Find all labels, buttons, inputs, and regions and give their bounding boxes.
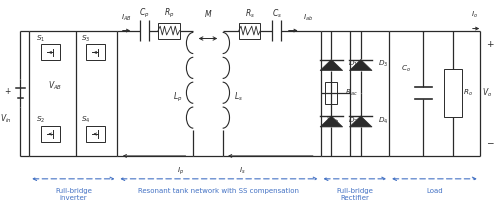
- Text: $L_s$: $L_s$: [234, 91, 243, 103]
- Text: $I_{ab}$: $I_{ab}$: [304, 12, 314, 23]
- Text: $-$: $-$: [486, 137, 495, 146]
- Text: $+$: $+$: [4, 86, 12, 96]
- Text: Resonant tank network with SS compensation: Resonant tank network with SS compensati…: [138, 188, 300, 194]
- Text: $V_{in}$: $V_{in}$: [0, 113, 12, 125]
- Text: $R_p$: $R_p$: [164, 7, 174, 20]
- Text: $S_2$: $S_2$: [36, 115, 45, 125]
- Text: $I_{AB}$: $I_{AB}$: [120, 12, 132, 23]
- Text: Full-bridge
Rectifier: Full-bridge Rectifier: [336, 188, 374, 201]
- Polygon shape: [320, 60, 342, 71]
- Text: $D_1$: $D_1$: [348, 59, 358, 69]
- Text: $D_2$: $D_2$: [348, 115, 358, 126]
- Polygon shape: [320, 116, 342, 127]
- Text: $L_p$: $L_p$: [173, 91, 182, 104]
- Text: Load: Load: [426, 188, 442, 194]
- Bar: [444, 69, 462, 117]
- Text: $D_3$: $D_3$: [378, 59, 388, 69]
- Text: $V_{ab}$: $V_{ab}$: [326, 116, 340, 126]
- Text: $+$: $+$: [486, 40, 495, 50]
- Text: $M$: $M$: [204, 8, 212, 19]
- Polygon shape: [350, 116, 372, 127]
- Text: $I_p$: $I_p$: [178, 165, 184, 177]
- Text: $V_{AB}$: $V_{AB}$: [48, 79, 62, 92]
- Text: $S_4$: $S_4$: [81, 115, 90, 125]
- Polygon shape: [350, 60, 372, 71]
- Bar: [239, 23, 260, 39]
- Text: $C_o$: $C_o$: [402, 64, 411, 74]
- Text: $I_s$: $I_s$: [239, 166, 246, 176]
- Text: $D_4$: $D_4$: [378, 115, 388, 126]
- Text: $S_1$: $S_1$: [36, 33, 45, 44]
- Text: $V_o$: $V_o$: [482, 87, 492, 100]
- Text: $I_o$: $I_o$: [472, 10, 478, 20]
- Bar: [326, 82, 337, 104]
- Bar: [158, 23, 180, 39]
- Text: Full-bridge
inverter: Full-bridge inverter: [55, 188, 92, 201]
- Text: $R_{ac}$: $R_{ac}$: [344, 88, 358, 98]
- Text: $S_3$: $S_3$: [81, 33, 90, 44]
- Text: $R_o$: $R_o$: [462, 88, 472, 98]
- Text: $C_s$: $C_s$: [272, 7, 281, 20]
- Text: $R_s$: $R_s$: [244, 7, 254, 20]
- Text: $C_p$: $C_p$: [139, 7, 149, 20]
